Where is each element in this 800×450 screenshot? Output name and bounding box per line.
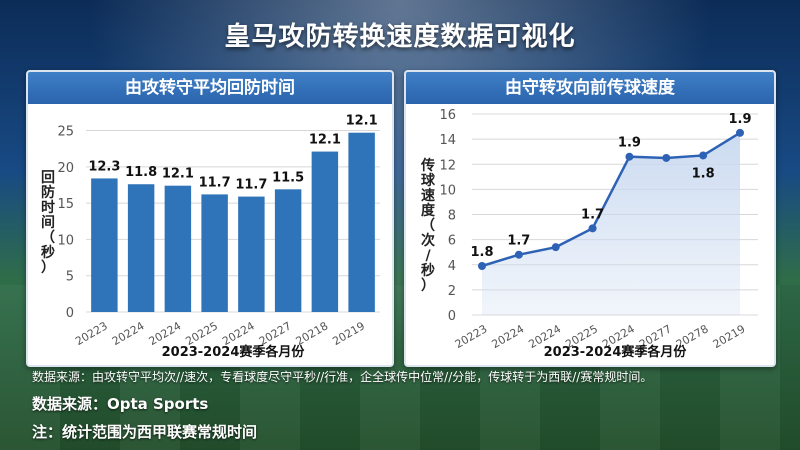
data-point bbox=[625, 152, 634, 161]
data-point bbox=[588, 224, 597, 233]
bar bbox=[201, 194, 228, 312]
bar bbox=[164, 185, 192, 312]
data-label: 12.1 bbox=[346, 114, 378, 129]
bar-chart: 0 5 10 15 20 25 12.3 20223 11.8 20224 12.1 20224 11.… bbox=[41, 114, 380, 360]
y-tick-label: 15 bbox=[57, 197, 74, 212]
y-axis-label: 回防时间（秒） bbox=[41, 170, 55, 276]
data-point bbox=[736, 128, 744, 137]
data-label: 11.7 bbox=[199, 175, 231, 190]
y-tick-label: 0 bbox=[66, 306, 74, 321]
data-label: 11.7 bbox=[235, 178, 267, 193]
data-label: 11.5 bbox=[272, 170, 304, 185]
y-axis-label: 传球速度（次/秒） bbox=[420, 157, 436, 294]
data-point bbox=[478, 262, 486, 271]
data-point bbox=[699, 151, 708, 160]
bar bbox=[91, 178, 118, 312]
bar-chart-panel: 由攻转守平均回防时间 0 5 10 15 20 25 12.3 20223 11.8 20224 1… bbox=[26, 70, 394, 367]
y-tick-label: 4 bbox=[448, 259, 456, 274]
data-point bbox=[662, 153, 671, 162]
x-tick-label: 20224 bbox=[490, 322, 527, 351]
bar bbox=[127, 184, 155, 312]
bar bbox=[238, 196, 265, 312]
y-tick-label: 14 bbox=[439, 133, 456, 148]
data-source: 数据来源：Opta Sports bbox=[32, 395, 209, 413]
series-line bbox=[481, 131, 741, 268]
data-note: 数据来源：由攻转守平均次//速次，专看球度尽守平秒//行准，企全球传中位常//分… bbox=[32, 370, 653, 384]
bar bbox=[274, 189, 302, 312]
scope-note: 注：统计范围为西甲联赛常规时间 bbox=[32, 423, 258, 441]
x-tick-label: 20224 bbox=[147, 319, 184, 348]
y-tick-label: 25 bbox=[57, 125, 74, 140]
x-tick-label: 20219 bbox=[711, 322, 748, 351]
y-tick-label: 10 bbox=[439, 183, 456, 198]
x-tick-label: 20218 bbox=[294, 319, 331, 348]
x-tick-label: 20219 bbox=[330, 319, 367, 348]
y-tick-label: 0 bbox=[448, 309, 456, 324]
bar bbox=[311, 151, 339, 312]
page-title: 皇马攻防转换速度数据可视化 bbox=[224, 22, 576, 52]
y-tick-label: 8 bbox=[448, 209, 456, 224]
data-label: 12.1 bbox=[162, 167, 194, 182]
data-label: 1.8 bbox=[470, 245, 493, 260]
bar bbox=[348, 132, 375, 312]
y-tick-label: 10 bbox=[57, 233, 74, 248]
x-tick-label: 20225 bbox=[183, 319, 220, 348]
data-label: 12.1 bbox=[309, 133, 341, 148]
y-tick-label: 12 bbox=[439, 158, 456, 173]
y-tick-label: 6 bbox=[448, 234, 456, 249]
y-tick-label: 5 bbox=[66, 270, 74, 285]
x-axis-label: 2023-2024赛季各月份 bbox=[162, 344, 306, 360]
x-axis-label: 2023-2024赛季各月份 bbox=[544, 344, 688, 360]
line-chart-title: 由守转攻向前传球速度 bbox=[406, 72, 774, 104]
data-point bbox=[551, 243, 560, 252]
y-tick-label: 2 bbox=[448, 284, 456, 299]
x-tick-label: 20223 bbox=[73, 319, 110, 348]
data-label: 11.8 bbox=[125, 165, 157, 180]
data-label: 1.9 bbox=[618, 136, 641, 151]
x-tick-label: 20223 bbox=[453, 322, 490, 351]
line-chart-panel: 由守转攻向前传球速度 0 2 4 6 8 10 12 14 16 1.8 20223 1.7 20224… bbox=[404, 70, 776, 367]
x-tick-label: 20227 bbox=[257, 319, 294, 348]
data-label: 1.7 bbox=[581, 207, 604, 222]
area-fill bbox=[482, 132, 740, 315]
data-label: 1.7 bbox=[507, 234, 530, 249]
x-tick-label: 20224 bbox=[220, 319, 257, 348]
data-point bbox=[514, 250, 523, 259]
data-label: 1.8 bbox=[692, 166, 715, 181]
data-label: 12.3 bbox=[88, 159, 120, 174]
x-tick-label: 20224 bbox=[110, 319, 147, 348]
y-tick-label: 20 bbox=[57, 161, 74, 176]
y-tick-label: 16 bbox=[439, 108, 456, 123]
data-label: 1.9 bbox=[728, 112, 751, 127]
bar-chart-title: 由攻转守平均回防时间 bbox=[28, 72, 392, 104]
